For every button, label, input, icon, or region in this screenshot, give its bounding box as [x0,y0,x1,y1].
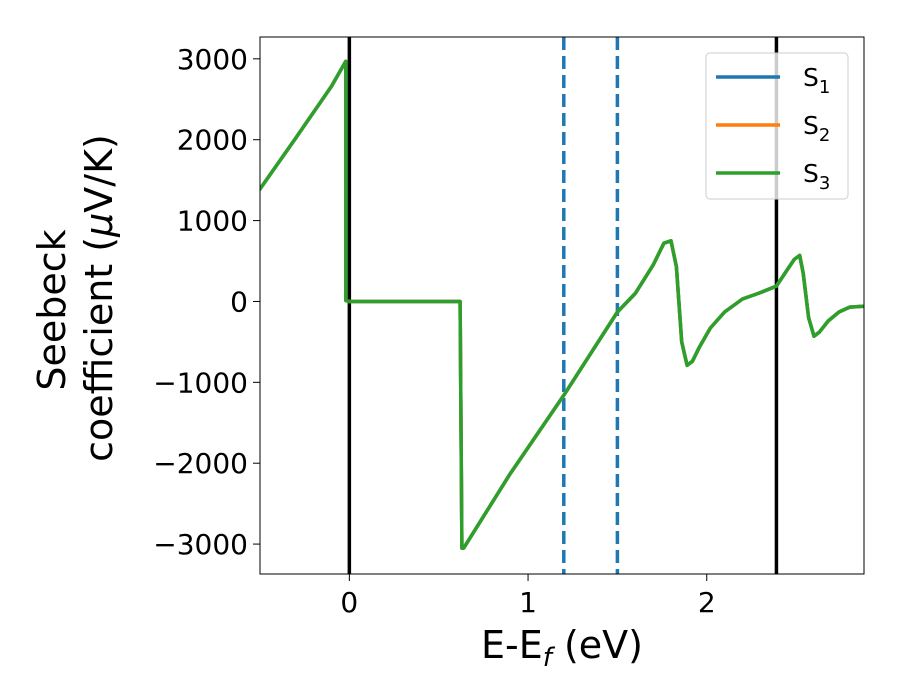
legend-label-s2: S2 [803,111,830,146]
x-axis-label: E-Ef (eV) [481,623,643,673]
series-line-s3 [260,59,864,550]
y-axis-ticks: 3000 2000 1000 0 −1000 −2000 −3000 [153,43,260,561]
legend: S1 S2 S3 [705,52,849,200]
y-tick-label: 0 [230,285,248,318]
legend-items: S1 S2 S3 [716,63,830,194]
y-tick-label: 3000 [177,43,248,76]
y-tick-label: 2000 [177,124,248,157]
y-tick-label: −3000 [153,528,248,561]
x-tick-label: 0 [340,586,358,619]
legend-label-s1: S1 [803,63,830,98]
legend-label-s3: S3 [803,159,830,194]
y-tick-label: 1000 [177,205,248,238]
y-tick-label: −2000 [153,447,248,480]
y-tick-label: −1000 [153,366,248,399]
x-tick-label: 2 [698,586,716,619]
x-axis-ticks: 0 1 2 [340,574,716,619]
y-axis-label-line1: Seebeck [30,229,74,390]
x-tick-label: 1 [519,586,537,619]
plot-frame [259,36,865,575]
series-lines [260,59,864,550]
y-axis-label-line2: coefficient (μV/K) [77,134,121,462]
